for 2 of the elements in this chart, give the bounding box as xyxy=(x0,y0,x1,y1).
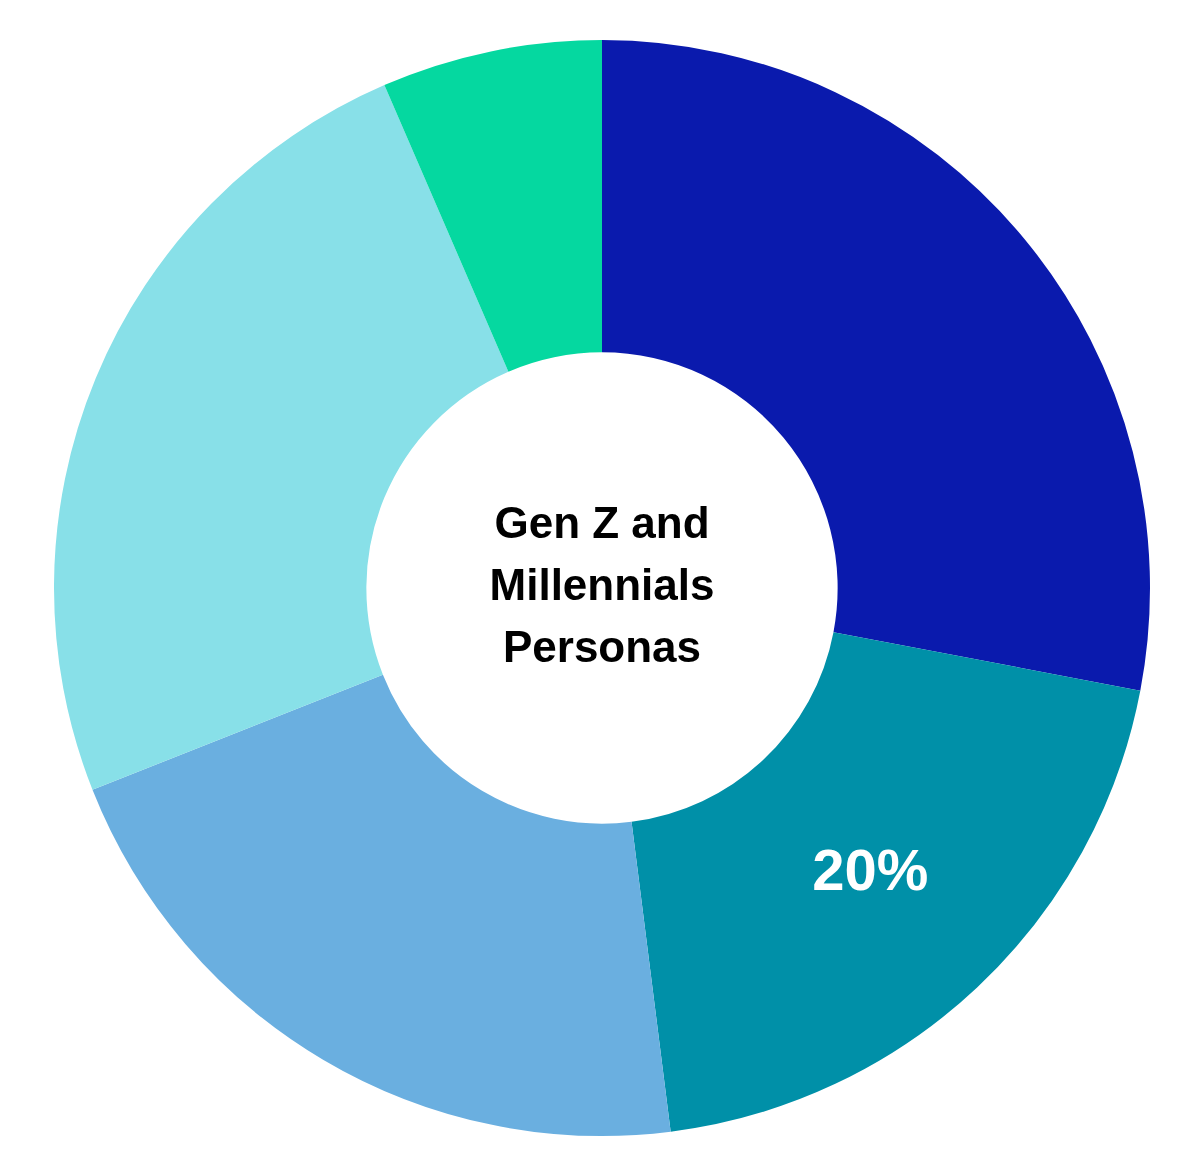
text: Gen Z and Millennials Personas xyxy=(489,498,715,672)
data-label: 20% xyxy=(812,836,929,902)
